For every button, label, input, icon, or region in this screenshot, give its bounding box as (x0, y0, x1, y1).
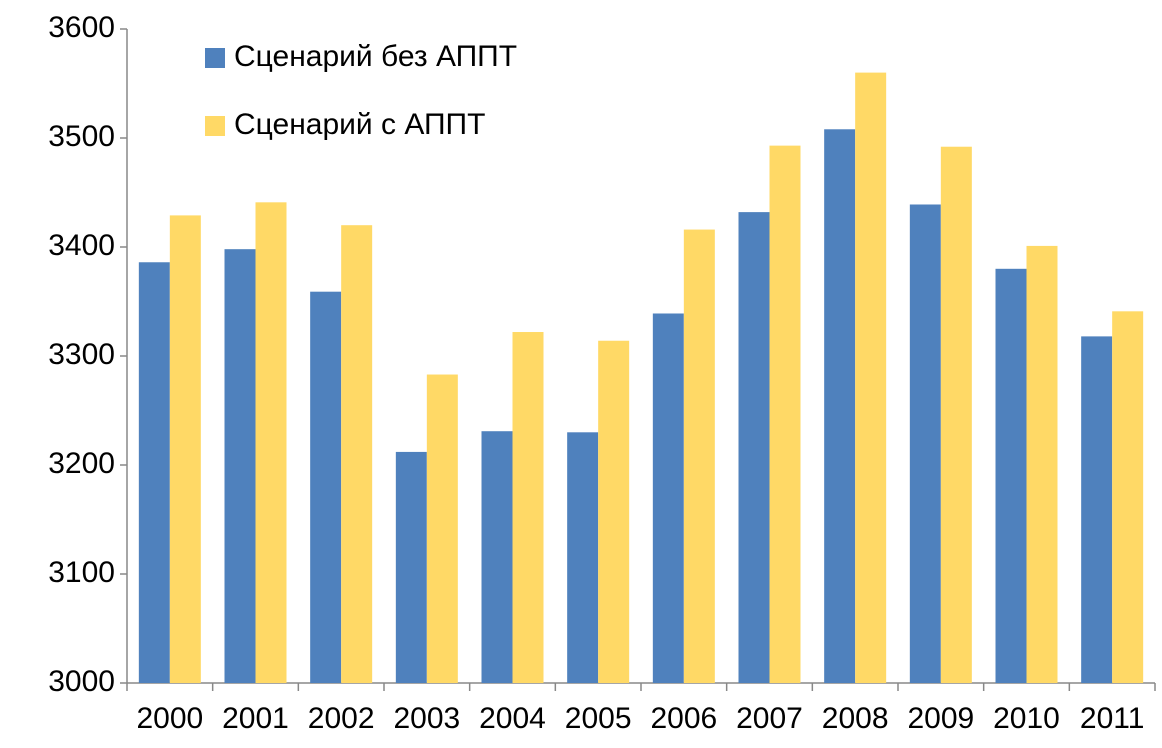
legend-swatch (205, 116, 225, 136)
bar (1112, 311, 1144, 683)
bar (1081, 336, 1113, 683)
bar (138, 262, 170, 683)
bar (341, 225, 373, 683)
bar (310, 291, 342, 683)
legend-label: Сценарий с АППТ (234, 108, 485, 141)
x-tick-label: 2011 (1080, 702, 1145, 735)
bar (738, 212, 770, 683)
y-tick-label: 3000 (48, 665, 115, 698)
bar (255, 202, 287, 683)
bar (598, 340, 630, 683)
x-tick-label: 2010 (993, 702, 1060, 735)
x-tick-label: 2001 (222, 702, 289, 735)
y-tick-label: 3300 (48, 338, 115, 371)
bar (909, 204, 941, 684)
bar (512, 332, 544, 683)
bar (567, 432, 599, 683)
y-tick-label: 3600 (48, 11, 115, 44)
bar (395, 451, 427, 683)
x-tick-label: 2002 (308, 702, 375, 735)
x-tick-label: 2004 (479, 702, 546, 735)
y-tick-label: 3500 (48, 120, 115, 153)
bar (481, 431, 513, 683)
legend-swatch (205, 48, 225, 68)
bar (940, 146, 972, 684)
x-tick-label: 2009 (907, 702, 974, 735)
y-tick-label: 3400 (48, 229, 115, 262)
bar (824, 129, 856, 683)
bar (169, 215, 201, 683)
y-tick-label: 3200 (48, 447, 115, 480)
bar (855, 72, 887, 684)
y-tick-label: 3100 (48, 556, 115, 589)
x-tick-label: 2008 (822, 702, 889, 735)
bar (769, 145, 801, 683)
x-tick-label: 2000 (136, 702, 203, 735)
x-tick-label: 2005 (565, 702, 632, 735)
x-tick-label: 2006 (650, 702, 717, 735)
bar (683, 229, 715, 683)
bar (1026, 245, 1058, 683)
bar (995, 268, 1027, 683)
bar (652, 313, 684, 683)
x-tick-label: 2003 (393, 702, 460, 735)
bar (426, 374, 458, 683)
bar (224, 249, 256, 683)
legend-label: Сценарий без АППТ (234, 40, 517, 73)
x-tick-label: 2007 (736, 702, 803, 735)
